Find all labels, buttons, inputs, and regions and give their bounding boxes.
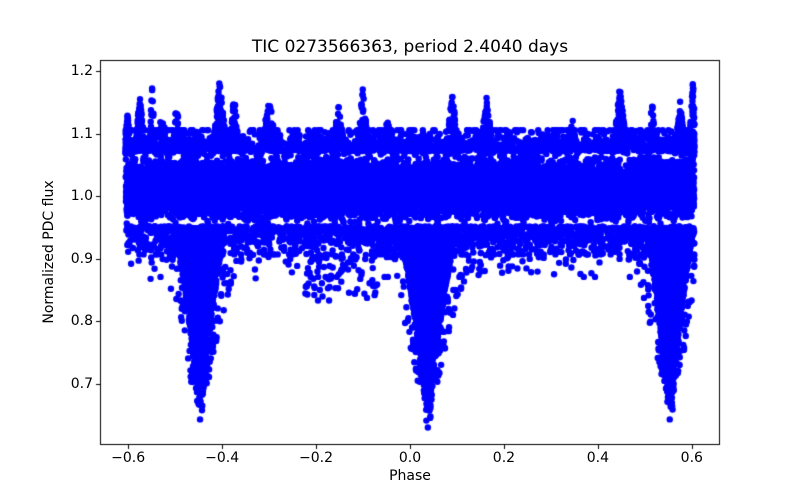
x-tick-label: −0.6 [111, 450, 146, 466]
x-tick-label: 0.2 [492, 450, 516, 466]
x-tick-label: −0.4 [205, 450, 240, 466]
y-tick-label: 0.8 [70, 313, 93, 330]
x-tick-label: 0.6 [680, 450, 703, 466]
x-tick-label: 0.0 [398, 450, 422, 466]
chart-title: TIC 0273566363, period 2.4040 days [251, 37, 569, 57]
y-axis-label: Normalized PDC flux [41, 180, 57, 324]
y-tick-label: 0.9 [70, 250, 93, 267]
x-axis-label: Phase [389, 468, 431, 484]
y-tick-label: 1.0 [70, 188, 93, 205]
x-tick-label: 0.4 [586, 450, 609, 466]
y-tick-label: 1.2 [70, 63, 93, 80]
x-tick-label: −0.2 [299, 450, 334, 466]
y-tick-label: 0.7 [70, 375, 93, 392]
y-tick-label: 1.1 [70, 125, 93, 142]
